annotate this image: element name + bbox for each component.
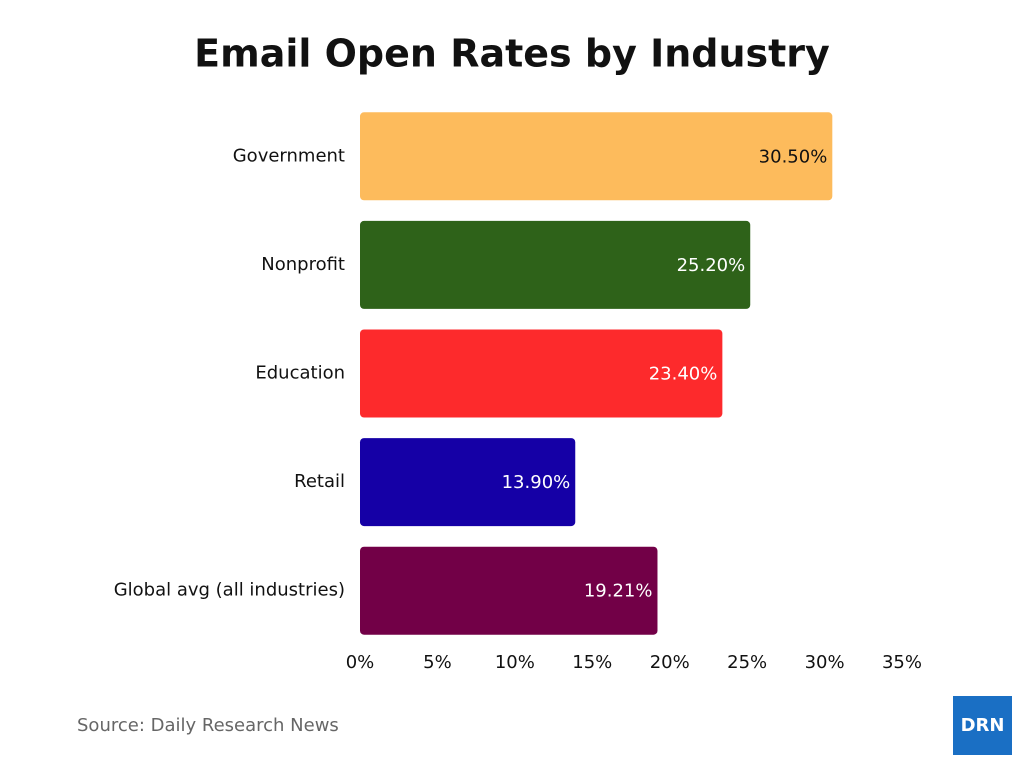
y-tick-label: Retail [294, 471, 345, 492]
x-tick-label: 5% [423, 652, 452, 673]
bar [360, 438, 576, 527]
source-note: Source: Daily Research News [77, 715, 339, 736]
y-tick-label: Education [255, 363, 345, 384]
x-tick-label: 0% [346, 652, 375, 673]
x-tick-label: 20% [650, 652, 690, 673]
chart-title: Email Open Rates by Industry [194, 32, 830, 76]
value-label: 25.20% [677, 255, 746, 276]
value-label: 19.21% [584, 581, 653, 602]
value-label: 30.50% [759, 146, 828, 167]
value-label: 23.40% [649, 364, 718, 385]
logo-box [953, 696, 1012, 755]
x-tick-label: 25% [727, 652, 767, 673]
x-tick-label: 35% [882, 652, 922, 673]
y-tick-label: Government [233, 145, 345, 166]
y-tick-label: Global avg (all industries) [114, 580, 345, 601]
y-tick-label: Nonprofit [261, 254, 345, 275]
bar [360, 112, 833, 201]
value-label: 13.90% [502, 472, 571, 493]
bar [360, 329, 723, 418]
x-tick-label: 15% [572, 652, 612, 673]
x-tick-label: 30% [805, 652, 845, 673]
bar [360, 546, 658, 635]
bar [360, 220, 751, 309]
logo-text: DRN [961, 715, 1005, 736]
x-tick-label: 10% [495, 652, 535, 673]
